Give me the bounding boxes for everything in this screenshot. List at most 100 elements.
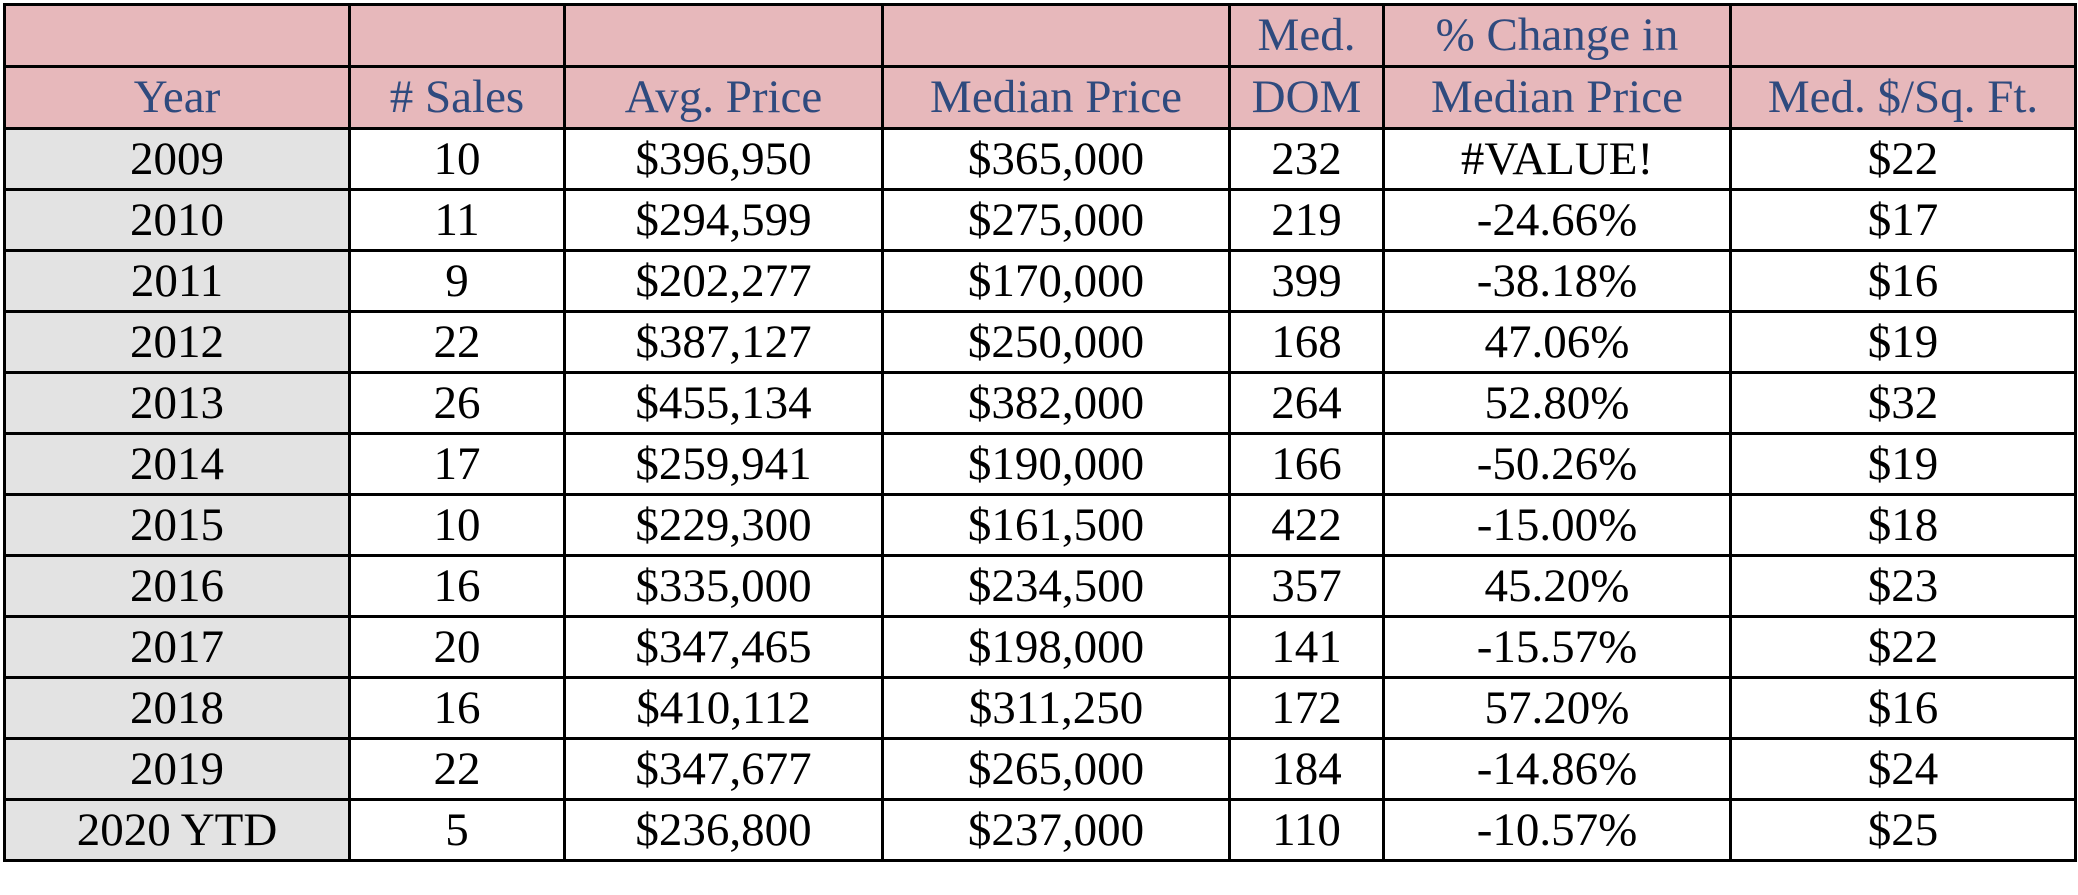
sales-cell: 22 [348,737,566,801]
dom-cell: 110 [1228,798,1385,862]
table-row: 2011 9 $202,277 $170,000 399 -38.18% $16 [3,249,2077,313]
dom-cell: 172 [1228,676,1385,740]
sales-statistics-table: Med. % Change in Year # Sales Avg. Price… [3,3,2077,862]
pct-change-cell: -15.00% [1382,493,1732,557]
median-price-cell: $161,500 [881,493,1231,557]
dom-cell: 264 [1228,371,1385,435]
pct-change-cell: 47.06% [1382,310,1732,374]
avg-price-cell: $455,134 [563,371,884,435]
price-per-sqft-cell: $23 [1729,554,2077,618]
price-per-sqft-cell: $22 [1729,615,2077,679]
price-per-sqft-cell: $19 [1729,432,2077,496]
price-per-sqft-cell: $18 [1729,493,2077,557]
year-cell: 2011 [3,249,351,313]
pct-change-cell: -50.26% [1382,432,1732,496]
price-per-sqft-cell: $25 [1729,798,2077,862]
dom-cell: 399 [1228,249,1385,313]
pct-change-cell: -10.57% [1382,798,1732,862]
avg-price-cell: $335,000 [563,554,884,618]
pct-change-cell: 57.20% [1382,676,1732,740]
dom-cell: 357 [1228,554,1385,618]
dom-cell: 422 [1228,493,1385,557]
price-per-sqft-cell: $19 [1729,310,2077,374]
avg-price-cell: $396,950 [563,127,884,191]
sales-cell: 16 [348,554,566,618]
header-med-price-per-sqft: Med. $/Sq. Ft. [1729,65,2077,130]
price-per-sqft-cell: $24 [1729,737,2077,801]
year-cell: 2018 [3,676,351,740]
sales-cell: 22 [348,310,566,374]
year-cell: 2020 YTD [3,798,351,862]
header-sales: # Sales [348,65,566,130]
table-row: 2017 20 $347,465 $198,000 141 -15.57% $22 [3,615,2077,679]
avg-price-cell: $294,599 [563,188,884,252]
table-row: 2018 16 $410,112 $311,250 172 57.20% $16 [3,676,2077,740]
header-dom: DOM [1228,65,1385,130]
price-per-sqft-cell: $22 [1729,127,2077,191]
dom-cell: 184 [1228,737,1385,801]
price-per-sqft-cell: $16 [1729,249,2077,313]
header-top-year [3,3,351,68]
header-avg-price: Avg. Price [563,65,884,130]
median-price-cell: $237,000 [881,798,1231,862]
header-top-pct-change: % Change in [1382,3,1732,68]
year-cell: 2015 [3,493,351,557]
pct-change-cell: -24.66% [1382,188,1732,252]
median-price-cell: $275,000 [881,188,1231,252]
year-cell: 2019 [3,737,351,801]
avg-price-cell: $347,677 [563,737,884,801]
price-per-sqft-cell: $17 [1729,188,2077,252]
dom-cell: 219 [1228,188,1385,252]
table-row: 2009 10 $396,950 $365,000 232 #VALUE! $22 [3,127,2077,191]
table-row: 2015 10 $229,300 $161,500 422 -15.00% $18 [3,493,2077,557]
year-cell: 2016 [3,554,351,618]
median-price-cell: $170,000 [881,249,1231,313]
median-price-cell: $190,000 [881,432,1231,496]
median-price-cell: $234,500 [881,554,1231,618]
pct-change-cell: -38.18% [1382,249,1732,313]
year-cell: 2009 [3,127,351,191]
median-price-cell: $311,250 [881,676,1231,740]
sales-cell: 11 [348,188,566,252]
pct-change-cell: -14.86% [1382,737,1732,801]
table-row: 2010 11 $294,599 $275,000 219 -24.66% $17 [3,188,2077,252]
sales-cell: 20 [348,615,566,679]
pct-change-cell: -15.57% [1382,615,1732,679]
avg-price-cell: $236,800 [563,798,884,862]
median-price-cell: $365,000 [881,127,1231,191]
header-top-avg-price [563,3,884,68]
avg-price-cell: $410,112 [563,676,884,740]
sales-cell: 17 [348,432,566,496]
avg-price-cell: $387,127 [563,310,884,374]
avg-price-cell: $202,277 [563,249,884,313]
header-top-median-price [881,3,1231,68]
table-row: 2019 22 $347,677 $265,000 184 -14.86% $24 [3,737,2077,801]
header-year: Year [3,65,351,130]
avg-price-cell: $259,941 [563,432,884,496]
dom-cell: 141 [1228,615,1385,679]
sales-cell: 9 [348,249,566,313]
median-price-cell: $382,000 [881,371,1231,435]
header-top-med-sqft [1729,3,2077,68]
table-row: 2014 17 $259,941 $190,000 166 -50.26% $19 [3,432,2077,496]
header-top-med-dom: Med. [1228,3,1385,68]
median-price-cell: $250,000 [881,310,1231,374]
year-cell: 2010 [3,188,351,252]
table-row: 2013 26 $455,134 $382,000 264 52.80% $32 [3,371,2077,435]
pct-change-cell: 52.80% [1382,371,1732,435]
dom-cell: 166 [1228,432,1385,496]
median-price-cell: $198,000 [881,615,1231,679]
table-row: 2016 16 $335,000 $234,500 357 45.20% $23 [3,554,2077,618]
sales-cell: 10 [348,493,566,557]
year-cell: 2013 [3,371,351,435]
header-row-bottom: Year # Sales Avg. Price Median Price DOM… [3,65,2077,130]
table-body: 2009 10 $396,950 $365,000 232 #VALUE! $22 2010 1… [3,127,2077,862]
pct-change-cell: 45.20% [1382,554,1732,618]
sales-cell: 10 [348,127,566,191]
dom-cell: 168 [1228,310,1385,374]
year-cell: 2012 [3,310,351,374]
header-row-top: Med. % Change in [3,3,2077,68]
header-median-price: Median Price [881,65,1231,130]
sales-cell: 5 [348,798,566,862]
sales-cell: 16 [348,676,566,740]
